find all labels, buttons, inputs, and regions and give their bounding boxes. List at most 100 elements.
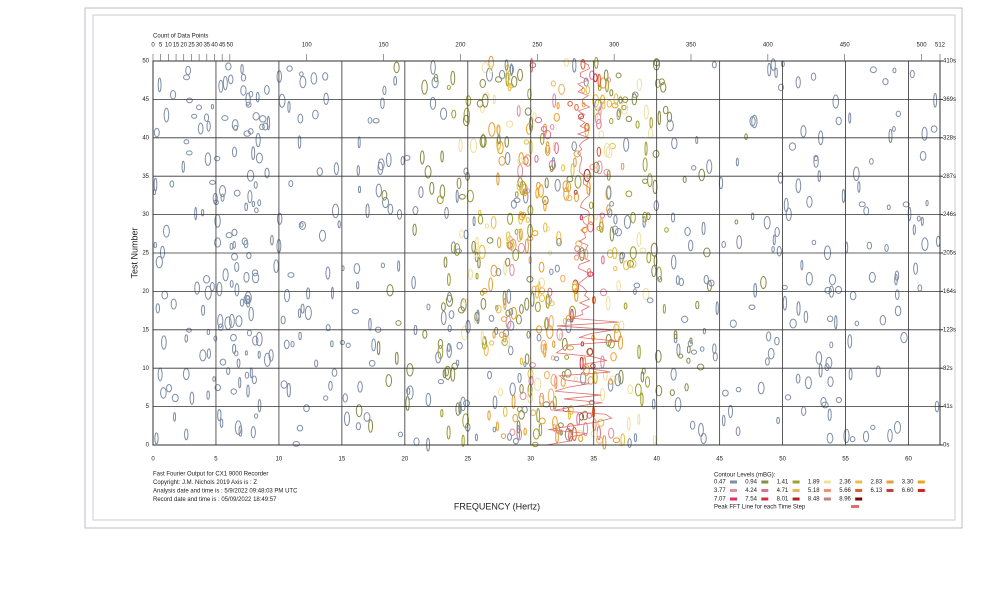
contour-texture — [230, 333, 237, 342]
contour-texture — [757, 381, 765, 395]
legend-swatch — [761, 480, 769, 484]
contour-texture — [166, 383, 173, 393]
contour-texture — [643, 104, 649, 120]
contour-texture — [224, 316, 232, 330]
contour-texture — [803, 310, 809, 324]
contour-texture — [357, 380, 363, 393]
contour-texture — [921, 126, 928, 141]
contour-texture — [554, 264, 560, 273]
contour-texture — [567, 100, 573, 107]
contour-texture — [278, 93, 286, 108]
contour-texture — [478, 209, 482, 216]
contour-texture — [869, 158, 874, 165]
contour-texture — [330, 340, 334, 348]
contour-texture — [433, 73, 439, 83]
contour-texture — [153, 177, 158, 192]
contour-texture — [579, 247, 585, 262]
contour-texture — [367, 117, 373, 124]
contour-texture — [572, 58, 577, 73]
contour-texture — [283, 289, 291, 303]
contour-texture — [425, 392, 432, 407]
contour-texture — [554, 375, 558, 390]
contour-texture — [412, 205, 419, 215]
contour-texture — [686, 357, 691, 364]
contour-texture — [400, 155, 405, 166]
contour-texture — [490, 216, 497, 229]
contour-texture — [477, 214, 484, 225]
contour-texture — [517, 164, 524, 179]
legend-label: 1.89 — [808, 480, 820, 486]
contour-texture — [894, 273, 898, 286]
contour-texture — [160, 387, 167, 399]
contour-texture — [462, 114, 470, 127]
contour-texture — [247, 189, 253, 204]
contour-texture — [244, 371, 250, 379]
y2-tick-label: 287s — [943, 174, 956, 180]
contour-texture — [191, 113, 198, 119]
contour-texture — [519, 180, 527, 196]
contour-texture — [715, 301, 719, 316]
contour-texture — [532, 441, 539, 448]
contour-texture — [532, 428, 540, 440]
contour-texture — [527, 389, 534, 404]
contour-texture — [522, 156, 529, 166]
contour-texture — [506, 288, 512, 304]
contour-texture — [297, 308, 302, 319]
legend-label: Peak FFT Line for each Time Step — [714, 505, 806, 511]
contour-texture — [460, 396, 466, 412]
contour-texture — [505, 309, 511, 317]
contour-texture — [652, 149, 660, 158]
contour-texture — [629, 259, 637, 269]
contour-texture — [431, 76, 439, 89]
contour-texture — [606, 99, 613, 108]
contour-texture — [690, 349, 697, 355]
contour-texture — [592, 94, 600, 108]
contour-texture — [623, 302, 628, 310]
contour-texture — [611, 225, 619, 235]
top-tick-label: 400 — [763, 43, 774, 49]
contour-texture — [691, 165, 697, 171]
contour-texture — [540, 126, 547, 133]
contour-texture — [300, 303, 305, 314]
y2-tick-label: 41s — [943, 404, 953, 410]
contour-texture — [558, 429, 563, 435]
contour-texture — [562, 180, 569, 193]
contour-texture — [879, 315, 887, 326]
contour-texture — [456, 341, 463, 350]
contour-texture — [916, 215, 921, 222]
contour-texture — [507, 212, 514, 225]
legend-swatch — [730, 497, 737, 501]
contour-texture — [534, 377, 542, 392]
contour-texture — [567, 409, 571, 420]
contour-texture — [314, 359, 319, 368]
contour-texture — [602, 435, 607, 450]
contour-texture — [270, 234, 274, 246]
contour-texture — [621, 104, 627, 111]
contour-texture — [496, 237, 502, 249]
contour-texture — [565, 318, 572, 334]
contour-texture — [280, 315, 286, 325]
contour-texture — [155, 303, 161, 314]
contour-texture — [511, 75, 518, 88]
contour-texture — [575, 240, 583, 248]
contour-texture — [225, 62, 232, 71]
contour-texture — [606, 185, 612, 200]
legend-title: Contour Levels (mBG): — [714, 473, 776, 479]
contour-texture — [250, 426, 256, 439]
contour-texture — [811, 239, 817, 246]
legend-swatch — [851, 505, 859, 508]
contour-texture — [243, 130, 251, 137]
contour-texture — [636, 78, 643, 91]
contour-texture — [560, 377, 566, 388]
contour-texture — [774, 227, 780, 238]
contour-texture — [518, 228, 523, 241]
y-tick-label: 40 — [142, 135, 149, 141]
contour-texture — [524, 188, 531, 194]
contour-texture — [506, 336, 511, 347]
contour-texture — [734, 219, 739, 225]
contour-texture — [640, 392, 644, 407]
contour-texture — [246, 169, 255, 182]
contour-texture — [232, 241, 236, 249]
contour-texture — [605, 296, 611, 311]
contour-texture — [649, 116, 653, 129]
